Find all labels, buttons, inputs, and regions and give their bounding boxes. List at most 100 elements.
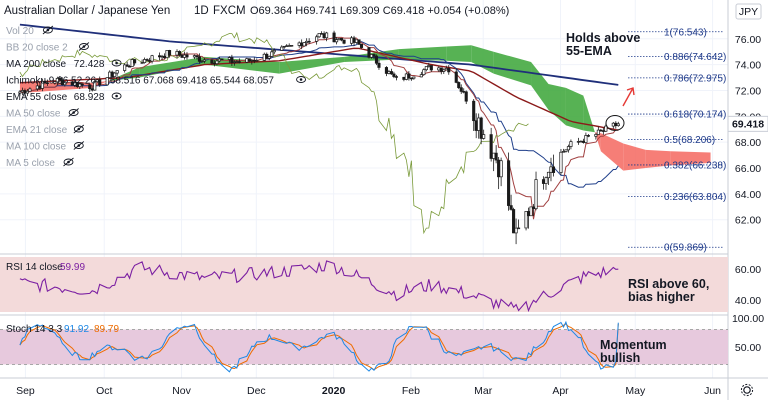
eye-slash-icon[interactable] bbox=[63, 157, 74, 167]
candle[interactable] bbox=[335, 37, 339, 45]
stoch-legend-label[interactable]: Stoch 14 3 3 bbox=[6, 324, 63, 335]
candle[interactable] bbox=[509, 194, 513, 211]
candle[interactable] bbox=[332, 30, 336, 43]
candle[interactable] bbox=[464, 90, 468, 105]
eye-slash-icon[interactable] bbox=[78, 42, 90, 51]
ma200-line[interactable] bbox=[19, 23, 619, 86]
candle[interactable] bbox=[494, 145, 498, 164]
legend-row[interactable]: EMA 21 close bbox=[6, 124, 85, 136]
rsi-line[interactable] bbox=[19, 260, 619, 313]
candle[interactable] bbox=[18, 90, 22, 96]
candle[interactable] bbox=[454, 68, 458, 84]
candle[interactable] bbox=[342, 39, 346, 45]
candle[interactable] bbox=[315, 34, 319, 45]
legend-row[interactable]: Ichimoku 9 26 52 26 68.516 67.068 69.418 … bbox=[6, 76, 306, 87]
candle[interactable] bbox=[105, 77, 109, 86]
candle[interactable] bbox=[546, 171, 551, 185]
candle[interactable] bbox=[28, 87, 32, 92]
candle[interactable] bbox=[340, 37, 344, 42]
candle[interactable] bbox=[185, 52, 189, 60]
candle[interactable] bbox=[145, 58, 149, 62]
candle[interactable] bbox=[140, 59, 144, 64]
candle[interactable] bbox=[407, 71, 411, 81]
candle[interactable] bbox=[512, 207, 516, 234]
candle[interactable] bbox=[43, 79, 47, 85]
candle[interactable] bbox=[404, 72, 408, 81]
legend-row[interactable]: MA 50 close bbox=[6, 108, 79, 120]
candle[interactable] bbox=[53, 81, 57, 85]
candle[interactable] bbox=[459, 84, 463, 94]
candle[interactable] bbox=[93, 78, 97, 91]
gear-icon[interactable] bbox=[740, 383, 754, 397]
candle[interactable] bbox=[125, 61, 129, 67]
currency-badge[interactable]: JPY bbox=[735, 3, 762, 20]
candle[interactable] bbox=[237, 58, 241, 64]
legend-row[interactable]: EMA 55 close 68.928 bbox=[6, 92, 122, 103]
candle[interactable] bbox=[280, 45, 284, 51]
candle[interactable] bbox=[594, 133, 598, 140]
candle[interactable] bbox=[230, 54, 234, 66]
rsi-legend-label[interactable]: RSI 14 close bbox=[6, 262, 63, 273]
eye-icon[interactable] bbox=[296, 76, 306, 83]
candle[interactable] bbox=[143, 57, 147, 64]
eye-slash-icon[interactable] bbox=[73, 124, 85, 134]
candle[interactable] bbox=[267, 55, 271, 61]
legend-row[interactable]: BB 20 close 2 bbox=[6, 42, 90, 54]
candle[interactable] bbox=[177, 50, 182, 57]
candle[interactable] bbox=[566, 144, 570, 153]
candle[interactable] bbox=[514, 218, 518, 245]
candle[interactable] bbox=[215, 59, 219, 66]
stoch-pane[interactable]: 50.00 100.00 Stoch 14 3 3 91.92 89.79 bbox=[0, 313, 764, 373]
candle[interactable] bbox=[447, 64, 451, 75]
symbol-title[interactable]: Australian Dollar / Japanese Yen bbox=[4, 5, 170, 17]
candle[interactable] bbox=[40, 78, 44, 92]
candle[interactable] bbox=[325, 31, 329, 42]
eye-slash-icon[interactable] bbox=[42, 25, 54, 35]
candle[interactable] bbox=[586, 134, 590, 138]
candle[interactable] bbox=[616, 121, 620, 127]
candle[interactable] bbox=[247, 58, 251, 63]
candle[interactable] bbox=[113, 71, 117, 77]
candle[interactable] bbox=[130, 58, 134, 67]
candle[interactable] bbox=[499, 157, 503, 187]
candle[interactable] bbox=[429, 65, 433, 72]
candle[interactable] bbox=[115, 70, 119, 76]
candle[interactable] bbox=[307, 38, 311, 45]
candle[interactable] bbox=[290, 45, 294, 47]
candle[interactable] bbox=[564, 149, 568, 153]
candle[interactable] bbox=[367, 47, 371, 59]
candle[interactable] bbox=[422, 68, 426, 76]
candle[interactable] bbox=[457, 81, 461, 90]
candle[interactable] bbox=[200, 59, 204, 63]
candle[interactable] bbox=[419, 71, 423, 78]
interval-label[interactable]: 1D bbox=[194, 5, 209, 17]
candle[interactable] bbox=[551, 154, 556, 177]
candle[interactable] bbox=[374, 54, 379, 66]
candle[interactable] bbox=[507, 152, 511, 211]
candle[interactable] bbox=[359, 43, 364, 49]
candle[interactable] bbox=[195, 55, 199, 60]
candle[interactable] bbox=[245, 57, 249, 64]
candle[interactable] bbox=[377, 60, 381, 70]
candle[interactable] bbox=[472, 98, 476, 131]
candle[interactable] bbox=[389, 68, 393, 75]
candle[interactable] bbox=[584, 132, 588, 144]
eye-icon[interactable] bbox=[111, 59, 122, 67]
candle[interactable] bbox=[45, 79, 49, 86]
candle[interactable] bbox=[202, 57, 206, 64]
candle[interactable] bbox=[561, 148, 566, 153]
eye-icon[interactable] bbox=[111, 92, 122, 100]
candle[interactable] bbox=[544, 176, 548, 190]
candle[interactable] bbox=[392, 71, 396, 79]
candle[interactable] bbox=[529, 206, 533, 217]
chikou-line[interactable] bbox=[19, 31, 529, 235]
legend-row[interactable]: MA 100 close bbox=[6, 141, 85, 153]
candle[interactable] bbox=[210, 59, 214, 65]
candle[interactable] bbox=[165, 50, 169, 59]
indicator-legend[interactable]: Vol 20 BB 20 close 2 MA 200 close 72.428 Ich… bbox=[6, 25, 306, 169]
candle[interactable] bbox=[133, 59, 137, 66]
candle[interactable] bbox=[197, 53, 202, 64]
candle[interactable] bbox=[167, 49, 172, 58]
candle[interactable] bbox=[25, 88, 29, 97]
